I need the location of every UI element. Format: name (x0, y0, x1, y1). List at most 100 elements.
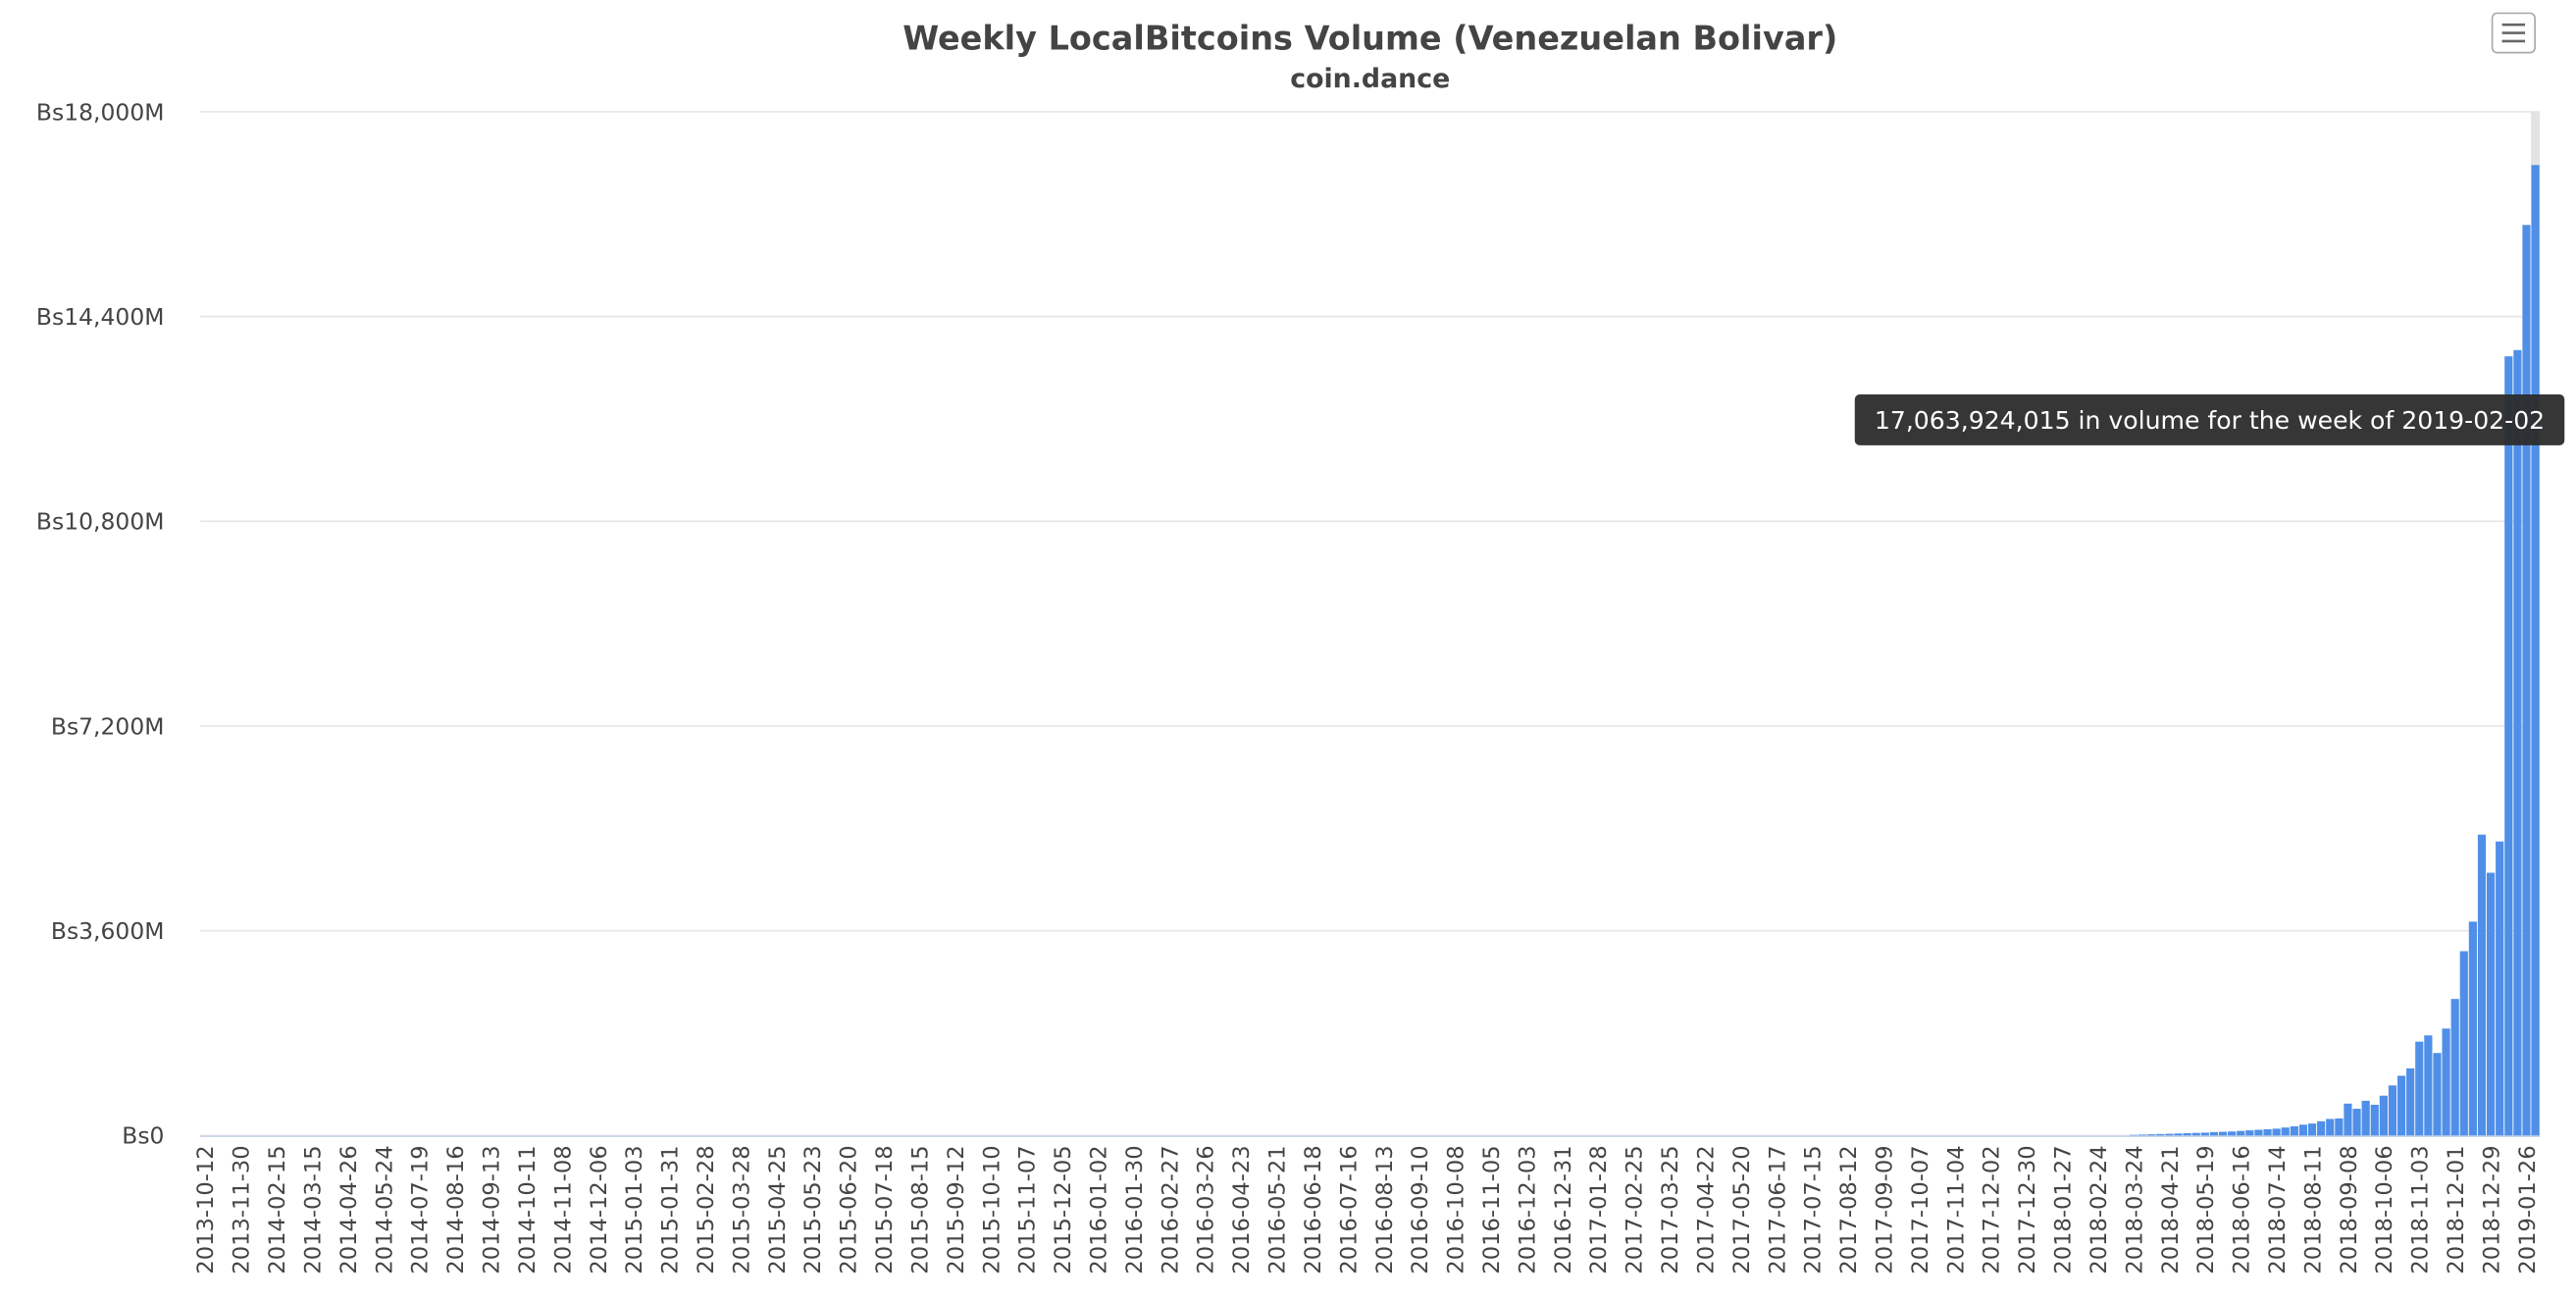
bar (2138, 1134, 2147, 1136)
x-tick-label: 2016-07-16 (1336, 1145, 1362, 1274)
x-tick-label: 2016-06-18 (1301, 1145, 1326, 1274)
bar (2433, 1053, 2442, 1136)
x-tick-label: 2014-11-08 (550, 1145, 576, 1274)
x-tick-label: 2015-06-20 (837, 1145, 862, 1274)
x-tick-label: 2018-04-21 (2158, 1145, 2184, 1274)
y-tick-label: Bs14,400M (36, 303, 165, 331)
x-tick-label: 2016-05-21 (1265, 1145, 1291, 1274)
x-tick-label: 2015-01-03 (622, 1145, 647, 1274)
bar (2370, 1105, 2379, 1136)
x-tick-label: 2013-10-12 (193, 1145, 219, 1274)
x-tick-label: 2018-12-29 (2479, 1145, 2504, 1274)
x-tick-label: 2017-09-09 (1873, 1145, 1898, 1274)
x-tick-label: 2017-02-25 (1623, 1145, 1648, 1274)
x-tick-label: 2017-08-12 (1836, 1145, 1862, 1274)
bar (2200, 1132, 2209, 1136)
x-tick-label: 2018-07-14 (2265, 1145, 2291, 1274)
x-tick-label: 2015-02-28 (694, 1145, 719, 1274)
x-tick-label: 2017-04-22 (1693, 1145, 1719, 1274)
bar (2388, 1085, 2397, 1136)
x-tick-label: 2015-04-25 (765, 1145, 791, 1274)
y-tick-label: Bs0 (122, 1122, 164, 1150)
bar (2531, 165, 2540, 1136)
x-tick-label: 2014-03-15 (300, 1145, 326, 1274)
x-tick-label: 2016-04-23 (1229, 1145, 1255, 1274)
x-tick-label: 2017-05-20 (1729, 1145, 1755, 1274)
bar (2396, 1075, 2406, 1136)
x-tick-label: 2016-12-03 (1515, 1145, 1540, 1274)
menu-button[interactable] (2491, 12, 2536, 54)
x-tick-label: 2014-07-19 (408, 1145, 434, 1274)
x-tick-label: 2014-12-06 (587, 1145, 612, 1274)
x-tick-label: 2018-10-06 (2372, 1145, 2397, 1274)
bar (2156, 1133, 2165, 1136)
bar (2298, 1124, 2308, 1136)
y-tick-label: Bs7,200M (51, 712, 165, 740)
bar (2183, 1132, 2191, 1136)
x-tick-label: 2014-04-26 (336, 1145, 362, 1274)
x-tick-label: 2016-10-08 (1444, 1145, 1469, 1274)
bar (2522, 225, 2531, 1136)
x-tick-label: 2017-11-04 (1943, 1145, 1969, 1274)
x-tick-label: 2015-10-10 (979, 1145, 1005, 1274)
x-tick-label: 2019-01-26 (2515, 1145, 2541, 1274)
x-tick-label: 2017-07-15 (1801, 1145, 1827, 1274)
x-tick-label: 2016-09-10 (1408, 1145, 1433, 1274)
x-tick-label: 2018-11-03 (2408, 1145, 2434, 1274)
x-tick-label: 2017-12-30 (2015, 1145, 2040, 1274)
tooltip-text: 17,063,924,015 in volume for the week of… (1875, 406, 2545, 435)
x-tick-label: 2018-09-08 (2337, 1145, 2362, 1274)
bar (2237, 1130, 2245, 1136)
tooltip-box (1854, 393, 2565, 445)
bar (2344, 1103, 2352, 1136)
x-tick-label: 2015-09-12 (944, 1145, 969, 1274)
bar (2442, 1028, 2450, 1136)
x-tick-label: 2013-11-30 (230, 1145, 255, 1274)
bar (2513, 349, 2522, 1136)
bar (2307, 1123, 2317, 1136)
bar (2272, 1128, 2281, 1136)
x-tick-label: 2014-09-13 (480, 1145, 505, 1274)
bar (2486, 872, 2496, 1136)
x-tick-label: 2018-08-11 (2300, 1145, 2326, 1274)
bar (2218, 1131, 2228, 1136)
x-tick-label: 2014-05-24 (372, 1145, 397, 1274)
bar (2415, 1041, 2424, 1136)
x-tick-label: 2017-06-17 (1765, 1145, 1790, 1274)
x-tick-label: 2016-11-05 (1479, 1145, 1505, 1274)
x-tick-label: 2016-01-30 (1122, 1145, 1148, 1274)
x-tick-label: 2017-10-07 (1908, 1145, 1933, 1274)
x-tick-label: 2016-01-02 (1086, 1145, 1111, 1274)
menu-icon[interactable] (2501, 23, 2526, 43)
bar (2496, 841, 2504, 1136)
bar (2245, 1130, 2254, 1136)
x-tick-label: 2018-12-01 (2444, 1145, 2469, 1274)
x-tick-label: 2015-11-07 (1015, 1145, 1041, 1274)
bar (2504, 356, 2513, 1136)
bar (2147, 1134, 2156, 1136)
x-tick-label: 2018-05-19 (2193, 1145, 2219, 1274)
bar (2209, 1131, 2219, 1136)
bar (2263, 1128, 2272, 1136)
x-tick-label: 2017-03-25 (1658, 1145, 1683, 1274)
x-tick-label: 2016-02-27 (1158, 1145, 1183, 1274)
x-tick-label: 2018-06-16 (2230, 1145, 2255, 1274)
bar (2281, 1127, 2290, 1136)
bar (2129, 1134, 2138, 1136)
x-tick-label: 2015-08-15 (907, 1145, 933, 1274)
chart-title: Weekly LocalBitcoins Volume (Venezuelan … (902, 19, 1837, 57)
bar (2477, 834, 2487, 1136)
y-tick-label: Bs18,000M (36, 98, 165, 126)
x-tick-label: 2015-03-28 (729, 1145, 754, 1274)
bar (2174, 1133, 2183, 1136)
bar (2335, 1118, 2344, 1136)
x-tick-label: 2016-12-31 (1551, 1145, 1576, 1274)
x-tick-label: 2015-05-23 (800, 1145, 826, 1274)
y-tick-label: Bs10,800M (36, 508, 165, 536)
bar (2352, 1109, 2361, 1136)
bar (2406, 1067, 2415, 1136)
bar (2326, 1119, 2335, 1136)
x-tick-label: 2017-01-28 (1586, 1145, 1612, 1274)
